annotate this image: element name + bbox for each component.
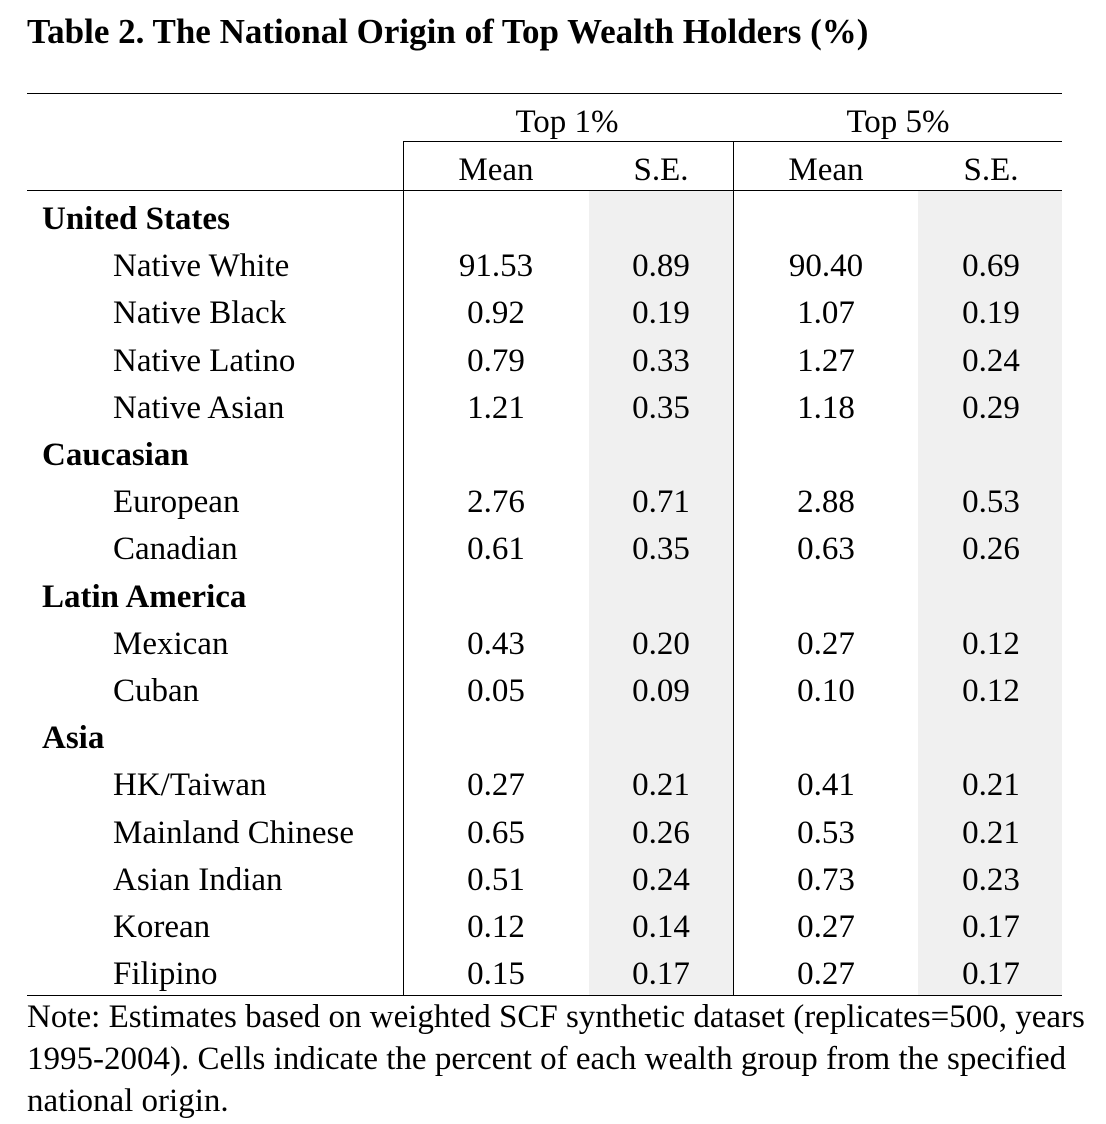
table-cell: 0.27: [467, 767, 525, 804]
table-cell: 0.21: [632, 767, 690, 804]
row-label: European: [113, 484, 240, 521]
table-cell: 0.17: [962, 956, 1020, 993]
table-cell: 1.21: [467, 389, 525, 426]
table-cell: 0.33: [632, 342, 690, 379]
row-label: Native Asian: [113, 389, 285, 426]
table-title: Table 2. The National Origin of Top Weal…: [27, 12, 869, 51]
table-cell: 0.71: [632, 484, 690, 521]
table-cell: 0.27: [797, 625, 855, 662]
table-cell: 0.69: [962, 248, 1020, 285]
table-cell: 0.53: [962, 484, 1020, 521]
row-label: Mainland Chinese: [113, 814, 355, 851]
row-label: Filipino: [113, 956, 218, 993]
table-cell: 1.18: [797, 389, 855, 426]
table-cell: 0.79: [467, 342, 525, 379]
table-cell: 0.27: [797, 909, 855, 945]
table-cell: 2.88: [797, 484, 855, 521]
column-group-header: Top 1%: [515, 104, 619, 140]
table-cell: 0.15: [467, 956, 525, 993]
column-divider: [403, 141, 404, 995]
table-cell: 0.09: [632, 673, 690, 709]
table-cell: 0.21: [962, 814, 1020, 851]
table-cell: 0.12: [962, 625, 1020, 662]
row-label: Mexican: [113, 625, 229, 662]
table-cell: 0.35: [632, 389, 690, 426]
table-cell: 0.17: [632, 956, 690, 993]
table-cell: 0.19: [632, 295, 690, 332]
column-header: Mean: [788, 152, 864, 188]
row-label: Canadian: [113, 531, 238, 568]
table-cell: 0.43: [467, 625, 525, 662]
row-label: Cuban: [113, 673, 200, 709]
table-cell: 0.92: [467, 295, 525, 332]
table-cell: 0.51: [467, 861, 525, 898]
table-cell: 0.14: [632, 909, 690, 945]
table-cell: 0.24: [962, 342, 1020, 379]
column-divider: [733, 141, 734, 995]
table-cell: 0.26: [632, 814, 690, 851]
top-rule: [27, 93, 1062, 94]
column-header: S.E.: [633, 152, 689, 188]
column-header: Mean: [458, 152, 534, 188]
table-cell: 0.89: [632, 248, 690, 285]
row-label: Korean: [113, 909, 211, 945]
table-cell: 0.61: [467, 531, 525, 568]
row-label: Native Latino: [113, 342, 296, 379]
table-cell: 0.63: [797, 531, 855, 568]
column-group-header: Top 5%: [846, 104, 950, 140]
table-cell: 0.65: [467, 814, 525, 851]
table-cell: 0.26: [962, 531, 1020, 568]
row-label: Asian Indian: [113, 861, 283, 898]
table-cell: 0.27: [797, 956, 855, 993]
table-cell: 0.73: [797, 861, 855, 898]
table-cell: 0.05: [467, 673, 525, 709]
table-cell: 90.40: [788, 248, 864, 285]
table-cell: 0.20: [632, 625, 690, 662]
group-label: United States: [42, 201, 230, 237]
table-cell: 0.19: [962, 295, 1020, 332]
table-cell: 0.10: [797, 673, 855, 709]
row-label: Native Black: [113, 295, 287, 332]
se-column-shading: [918, 191, 1062, 995]
table-cell: 0.12: [467, 909, 525, 945]
table-cell: 0.17: [962, 909, 1020, 945]
table-cell: 1.07: [797, 295, 855, 332]
table-cell: 0.21: [962, 767, 1020, 804]
table-cell: 0.41: [797, 767, 855, 804]
table-cell: 2.76: [467, 484, 525, 521]
table-note: Note: Estimates based on weighted SCF sy…: [27, 999, 1085, 1119]
table-cell: 0.12: [962, 673, 1020, 709]
group-label: Caucasian: [42, 437, 189, 473]
row-label: HK/Taiwan: [113, 767, 267, 804]
se-column-shading: [589, 191, 733, 995]
group-underline: [403, 141, 1062, 142]
table-cell: 0.23: [962, 861, 1020, 898]
row-label: Native White: [113, 248, 290, 285]
table-cell: 91.53: [458, 248, 534, 285]
header-bottom-rule: [27, 190, 1062, 191]
column-header: S.E.: [963, 152, 1019, 188]
table-cell: 1.27: [797, 342, 855, 379]
table-cell: 0.53: [797, 814, 855, 851]
table-cell: 0.35: [632, 531, 690, 568]
table-cell: 0.29: [962, 389, 1020, 426]
group-label: Asia: [42, 720, 105, 757]
bottom-rule: [27, 995, 1062, 996]
table-cell: 0.24: [632, 861, 690, 898]
group-label: Latin America: [42, 578, 247, 615]
